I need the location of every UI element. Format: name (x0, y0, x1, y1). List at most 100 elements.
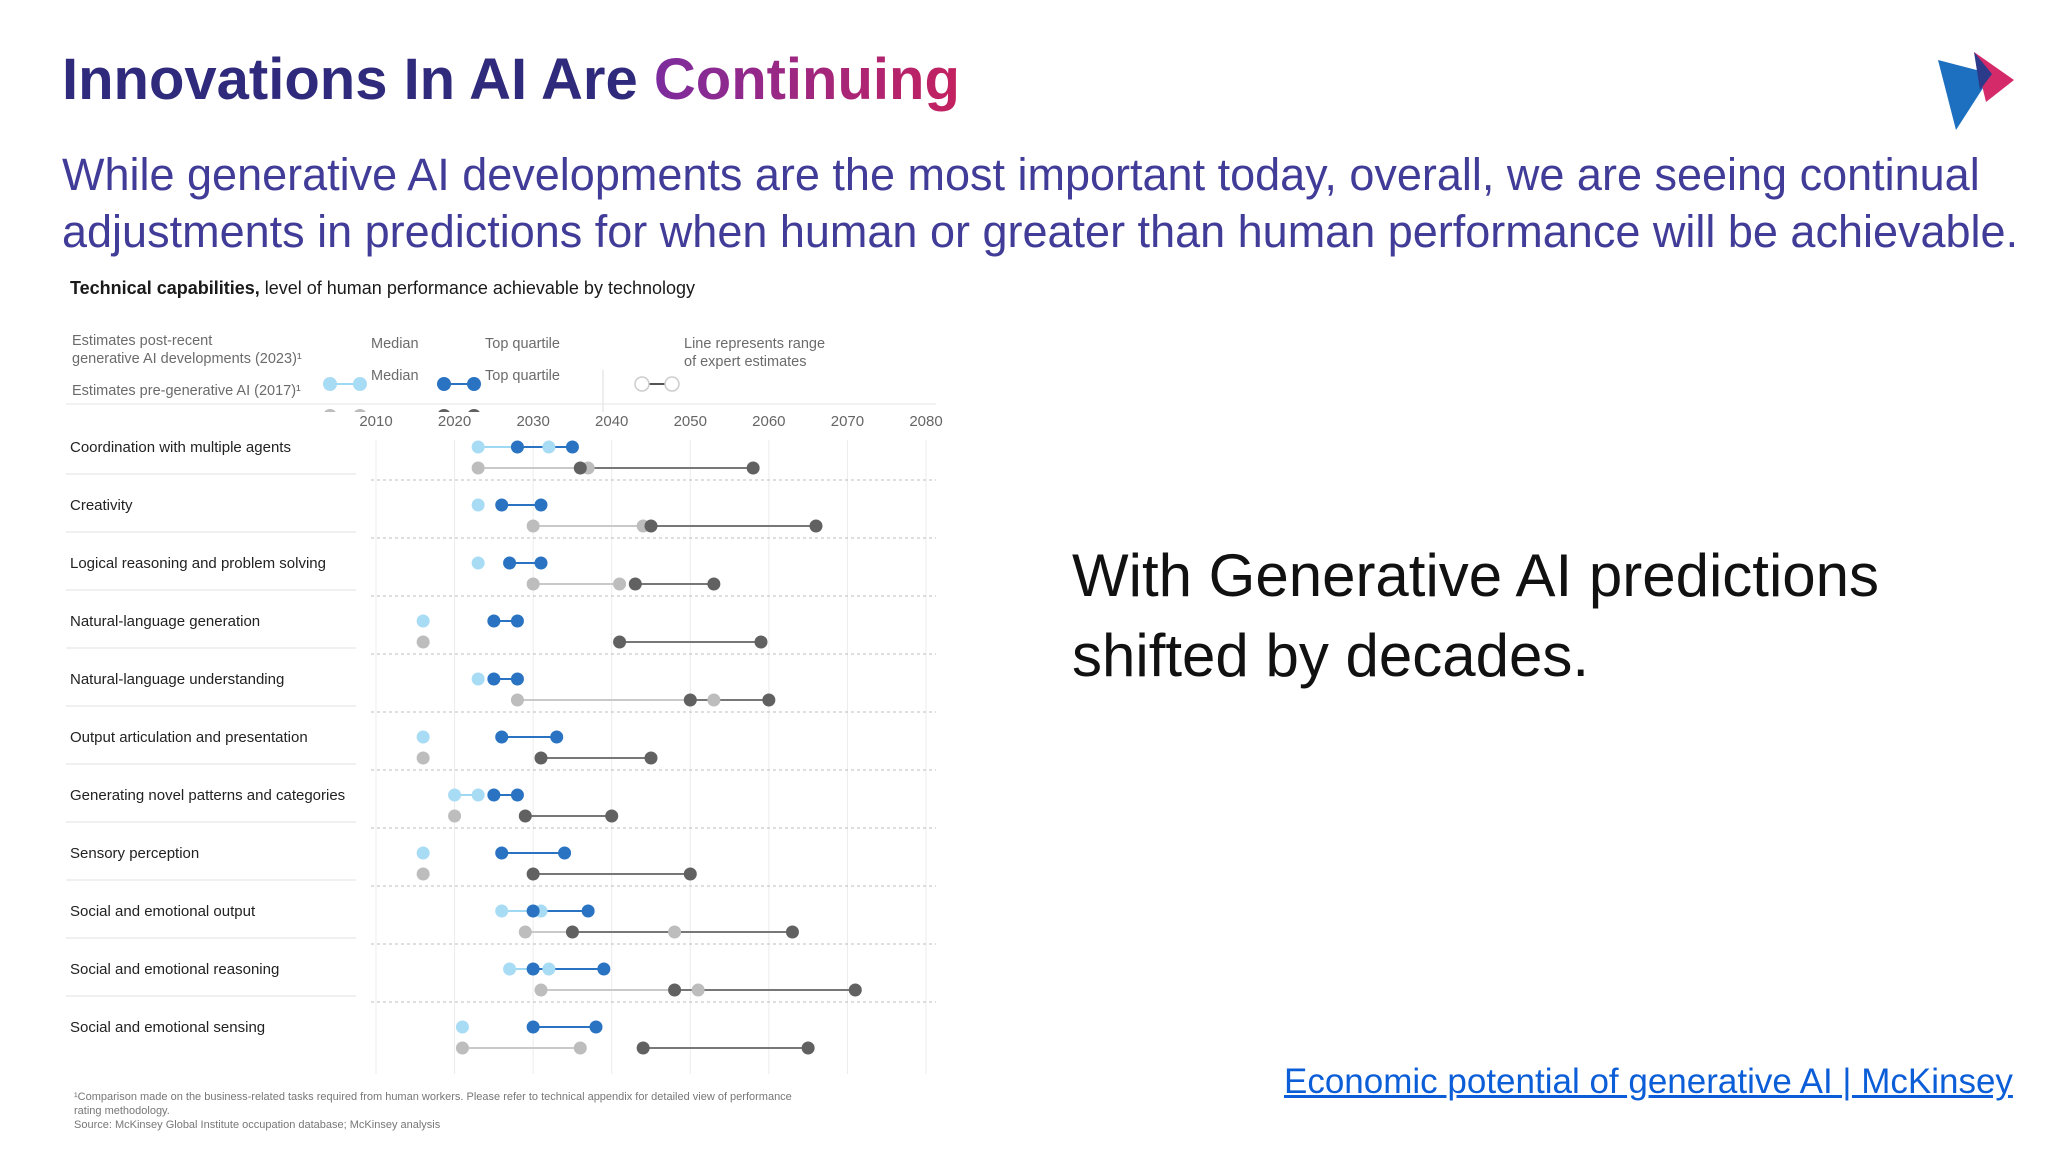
median-2023-point (416, 730, 430, 744)
legend-pre-top-dot (468, 409, 480, 412)
legend-post-label: Estimates post-recent generative AI deve… (72, 332, 302, 368)
top-quartile-2017-point (636, 1041, 650, 1055)
legend-pre-median-dot (324, 409, 336, 412)
top-quartile-2023-point (526, 1020, 540, 1034)
top-quartile-2023-point (510, 788, 524, 802)
top-quartile-2017-point (605, 809, 619, 823)
chart-plot: 2010 2020 2030 2040 2050 2060 2070 2080 Coordina… (66, 403, 943, 1074)
top-quartile-2023-point (589, 1020, 603, 1034)
top-quartile-2017-point (683, 867, 697, 881)
median-2023-point (471, 440, 485, 454)
legend-post-label-line2: generative AI developments (2023)¹ (72, 351, 302, 367)
top-quartile-2023-point (550, 730, 564, 744)
legend-range-open-dot (664, 376, 680, 392)
median-2023-point (471, 498, 485, 512)
chart-title-rest: level of human performance achievable by… (259, 278, 696, 298)
source-link[interactable]: Economic potential of generative AI | Mc… (1284, 1062, 2013, 1101)
callout-text: With Generative AI predictions shifted b… (1072, 542, 1880, 689)
x-tick-label: 2070 (831, 413, 864, 430)
median-2017-point (526, 519, 540, 533)
top-quartile-2017-point (754, 635, 768, 649)
top-quartile-2023-point (565, 440, 579, 454)
top-quartile-2017-point (565, 925, 579, 939)
median-2023-point (542, 962, 556, 976)
top-quartile-2017-point (785, 925, 799, 939)
top-quartile-2023-point (487, 614, 501, 628)
median-2023-point (471, 788, 485, 802)
top-quartile-2017-point (707, 577, 721, 591)
median-2023-point (503, 962, 517, 976)
median-2023-point (495, 904, 509, 918)
legend-post-top-label: Top quartile (485, 336, 560, 352)
top-quartile-2017-point (644, 519, 658, 533)
top-quartile-2023-point (526, 904, 540, 918)
median-2017-point (510, 693, 524, 707)
median-2017-point (455, 1041, 469, 1055)
legend-pre-top-dot (438, 409, 450, 412)
median-2023-point (416, 846, 430, 860)
top-quartile-2017-point (613, 635, 627, 649)
top-quartile-2017-point (809, 519, 823, 533)
top-quartile-2023-point (510, 440, 524, 454)
legend-pre-top-label: Top quartile (485, 368, 560, 384)
category-label: Creativity (70, 497, 133, 514)
median-2017-point (518, 925, 532, 939)
median-2023-point (471, 556, 485, 570)
top-quartile-2023-point (597, 962, 611, 976)
legend-post-median-dot (323, 377, 337, 391)
top-quartile-2017-point (644, 751, 658, 765)
x-tick-label: 2040 (595, 413, 628, 430)
legend-post-top-dot (437, 377, 451, 391)
top-quartile-2023-point (581, 904, 595, 918)
slide-title: Innovations In AI Are Continuing (62, 44, 960, 116)
chart-legend: Estimates post-recent generative AI deve… (66, 312, 966, 412)
median-2023-point (448, 788, 462, 802)
median-2017-point (668, 925, 682, 939)
chart-title-bold: Technical capabilities, (70, 278, 260, 298)
top-quartile-2023-point (487, 788, 501, 802)
top-quartile-2017-point (518, 809, 532, 823)
slide-subtitle: While generative AI developments are the… (62, 149, 2019, 257)
top-quartile-2017-point (668, 983, 682, 997)
x-tick-label: 2010 (359, 413, 392, 430)
top-quartile-2017-point (801, 1041, 815, 1055)
median-2017-point (448, 809, 462, 823)
top-quartile-2023-point (495, 498, 509, 512)
x-tick-label: 2030 (516, 413, 549, 430)
x-tick-label: 2020 (438, 413, 471, 430)
median-2017-point (707, 693, 721, 707)
top-quartile-2023-point (495, 730, 509, 744)
median-2017-point (416, 751, 430, 765)
chart-footnote: ¹Comparison made on the business-related… (74, 1090, 934, 1132)
median-2023-point (455, 1020, 469, 1034)
top-quartile-2017-point (573, 461, 587, 475)
footnote-line2: rating methodology. (74, 1105, 170, 1117)
category-label: Social and emotional sensing (70, 1019, 265, 1036)
legend-range-open-dot (634, 376, 650, 392)
top-quartile-2023-point (534, 556, 548, 570)
slide-title-part1: Innovations In AI Are (62, 47, 654, 112)
category-label: Natural-language generation (70, 613, 260, 630)
legend-pre-median-label: Median (371, 368, 419, 384)
brand-logo-icon (1938, 52, 2014, 130)
top-quartile-2017-point (683, 693, 697, 707)
category-label: Social and emotional reasoning (70, 961, 279, 978)
legend-post-top-dot (467, 377, 481, 391)
chart-title: Technical capabilities, level of human p… (70, 278, 695, 299)
top-quartile-2023-point (487, 672, 501, 686)
footnote-source: Source: McKinsey Global Institute occupa… (74, 1119, 441, 1131)
legend-post-median-dot (353, 377, 367, 391)
slide-title-part2: Continuing (653, 47, 960, 112)
top-quartile-2017-point (746, 461, 760, 475)
median-2017-point (526, 577, 540, 591)
median-2017-point (534, 983, 548, 997)
category-label: Coordination with multiple agents (70, 439, 291, 456)
median-2017-point (416, 635, 430, 649)
legend-range-label-line1: Line represents range (684, 336, 826, 352)
median-2023-point (471, 672, 485, 686)
legend-post-label-line1: Estimates post-recent (72, 333, 213, 349)
top-quartile-2023-point (510, 672, 524, 686)
category-label: Generating novel patterns and categories (70, 787, 345, 804)
median-2017-point (573, 1041, 587, 1055)
category-label: Logical reasoning and problem solving (70, 555, 326, 572)
